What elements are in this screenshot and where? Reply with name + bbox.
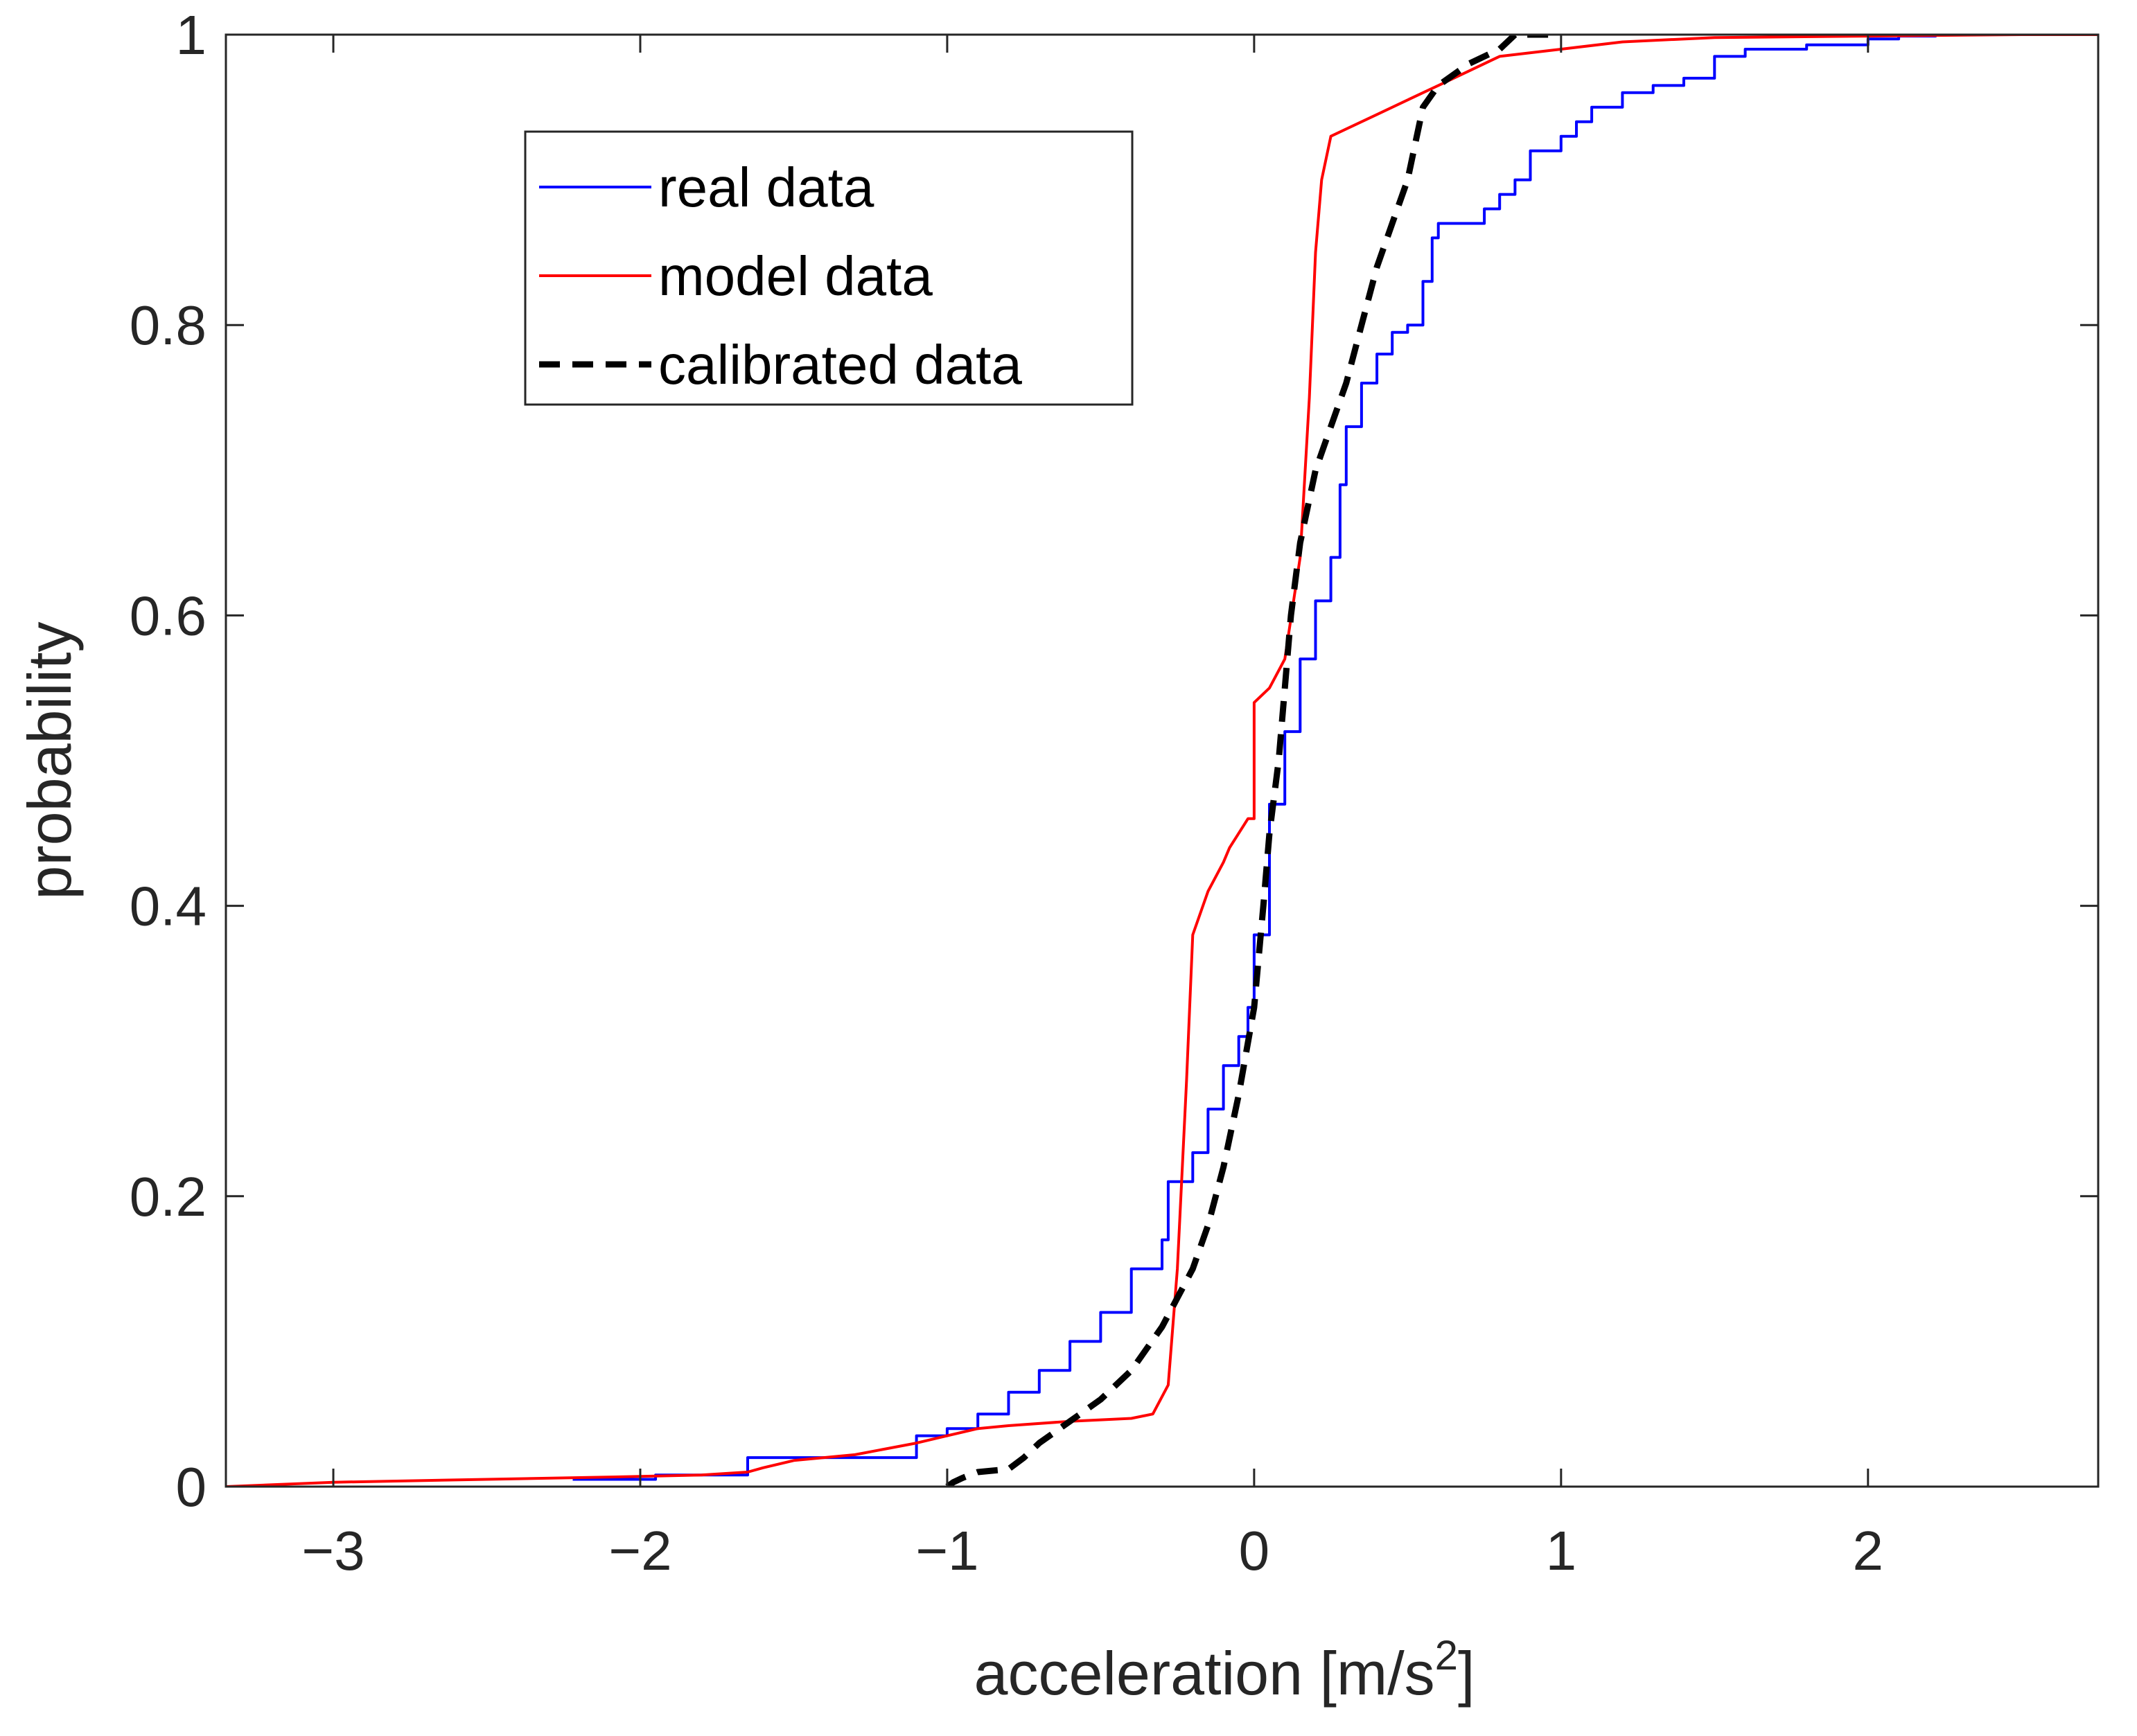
y-tick-label: 0.4	[130, 876, 206, 937]
x-axis-label-superscript: 2	[1435, 1632, 1458, 1679]
y-tick-label: 1	[176, 4, 207, 66]
series-line-real-data	[572, 35, 1937, 1481]
x-tick-label: −1	[915, 1520, 978, 1582]
x-axis-label-suffix: ]	[1458, 1639, 1475, 1708]
legend-label-real-data: real data	[658, 157, 874, 218]
axes-frame	[225, 33, 2100, 1488]
x-tick-label: −2	[608, 1520, 671, 1582]
legend-label-calibrated-data: calibrated data	[658, 334, 1022, 396]
legend: real data model data calibrated data	[524, 130, 1134, 406]
y-tick-label: 0.8	[130, 294, 206, 356]
series-line-calibrated-data	[945, 35, 1561, 1487]
y-tick-label: 0	[176, 1456, 207, 1518]
x-tick-label: 1	[1546, 1520, 1577, 1582]
y-tick-label: 0.6	[130, 585, 206, 646]
x-axis-label-main: acceleration [m/s	[974, 1639, 1435, 1708]
axes: −3 −2 −1 0 1 2 0 0.2 0.4 0.6 0.8 1 acceleration [m/s…	[15, 4, 2100, 1708]
plot-area	[226, 35, 2098, 1487]
legend-box	[524, 130, 1134, 406]
x-tick-label: 2	[1853, 1520, 1884, 1582]
x-tick-label: −3	[301, 1520, 364, 1582]
x-tick-label: 0	[1239, 1520, 1270, 1582]
y-axis-label: probability	[15, 621, 84, 899]
y-tick-label: 0.2	[130, 1166, 206, 1228]
legend-label-model-data: model data	[658, 245, 933, 307]
x-axis-label: acceleration [m/s2]	[974, 1632, 1475, 1708]
